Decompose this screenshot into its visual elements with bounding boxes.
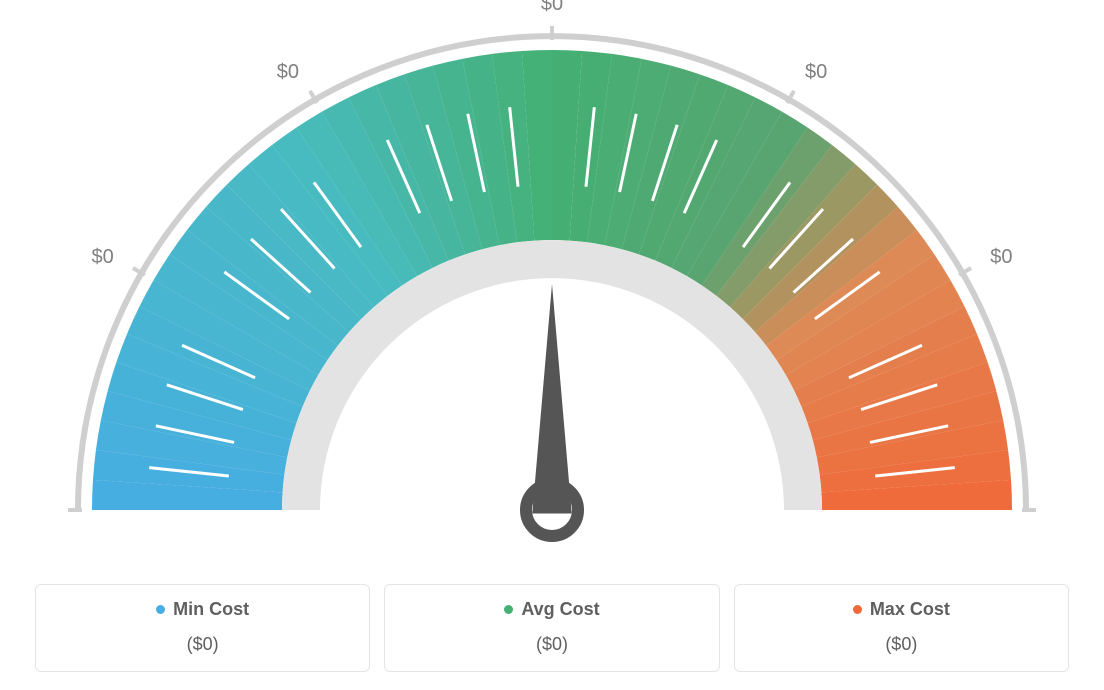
svg-text:$0: $0 [805,61,827,83]
legend-card-avg: Avg Cost ($0) [384,584,719,672]
legend-value-min: ($0) [46,634,359,655]
legend-value-max: ($0) [745,634,1058,655]
legend-value-avg: ($0) [395,634,708,655]
legend-card-min: Min Cost ($0) [35,584,370,672]
svg-text:$0: $0 [990,246,1012,268]
legend-dot-min [156,605,165,614]
legend-dot-max [853,605,862,614]
svg-text:$0: $0 [277,61,299,83]
svg-text:$0: $0 [92,246,114,268]
svg-text:$0: $0 [541,0,563,15]
legend-label-row: Max Cost [745,599,1058,620]
legend-label-row: Avg Cost [395,599,708,620]
legend-label-row: Min Cost [46,599,359,620]
cost-gauge-widget: $0$0$0$0$0$0$0 Min Cost ($0) Avg Cost ($… [0,0,1104,690]
legend-label-avg: Avg Cost [521,599,599,620]
legend-row: Min Cost ($0) Avg Cost ($0) Max Cost ($0… [35,584,1069,672]
legend-card-max: Max Cost ($0) [734,584,1069,672]
legend-dot-avg [504,605,513,614]
legend-label-min: Min Cost [173,599,249,620]
legend-label-max: Max Cost [870,599,950,620]
gauge-chart: $0$0$0$0$0$0$0 [52,0,1052,560]
